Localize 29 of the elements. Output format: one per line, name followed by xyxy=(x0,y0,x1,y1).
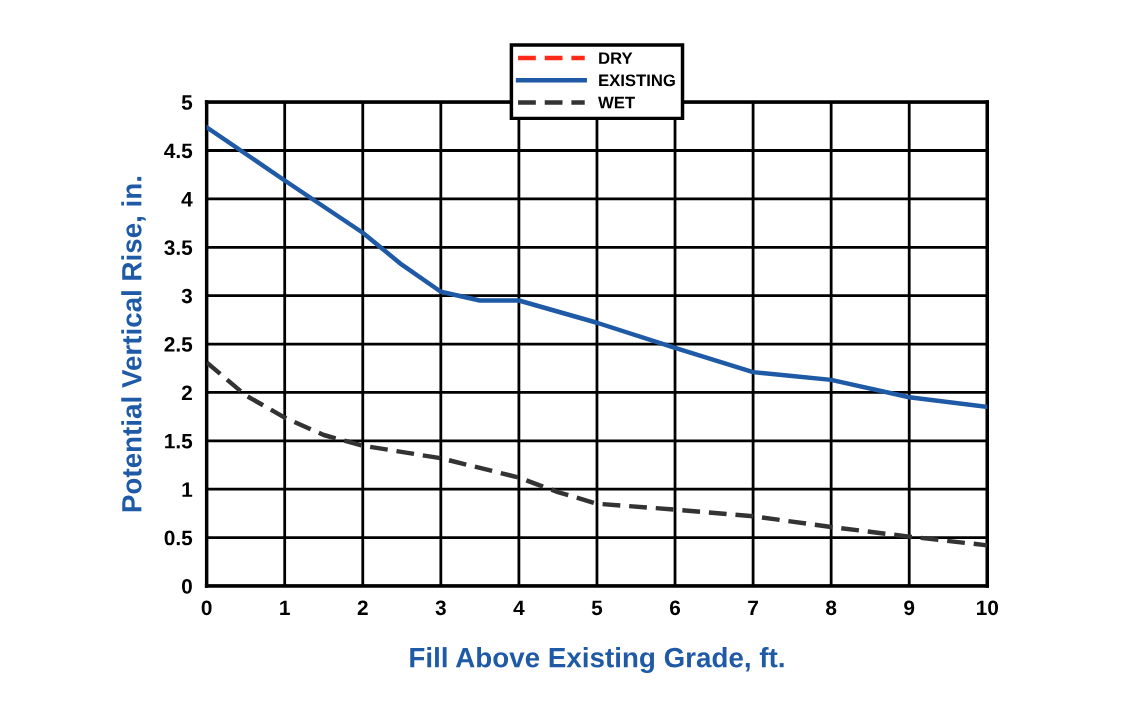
line-series xyxy=(206,125,988,410)
x-tick-label: 7 xyxy=(748,600,758,615)
x-tick-label: 3 xyxy=(435,600,446,616)
y-tick-label: 0.5 xyxy=(164,530,193,546)
y-tick-label: 4.5 xyxy=(164,143,193,159)
line-series xyxy=(206,360,988,548)
y-tick-label: 3 xyxy=(181,288,192,304)
x-tick-label: 2 xyxy=(357,600,368,615)
x-tick-label: 4 xyxy=(513,600,525,615)
y-axis-title: Potential Vertical Rise, in. xyxy=(121,176,146,512)
x-tick-label: 8 xyxy=(826,600,837,616)
legend-label: WET xyxy=(598,96,635,109)
y-tick-label: 2.5 xyxy=(164,337,193,352)
y-tick-label: 2 xyxy=(181,385,192,400)
x-tick-label: 1 xyxy=(280,600,290,615)
y-tick-label: 1.5 xyxy=(165,434,193,449)
y-tick-label: 5 xyxy=(181,95,193,110)
y-tick-label: 4 xyxy=(181,192,193,207)
legend-label: DRY xyxy=(599,52,633,64)
y-tick-label: 3.5 xyxy=(164,240,193,256)
x-tick-label: 5 xyxy=(591,600,603,616)
y-tick-label: 0 xyxy=(181,578,192,594)
x-tick-label: 0 xyxy=(201,600,212,616)
x-tick-label: 6 xyxy=(669,600,681,616)
x-tick-label: 10 xyxy=(977,600,999,616)
x-axis-title: Fill Above Existing Grade, ft. xyxy=(410,647,784,674)
y-tick-label: 1 xyxy=(182,482,193,497)
x-tick-label: 9 xyxy=(904,600,915,616)
legend-label: EXISTING xyxy=(599,74,675,87)
